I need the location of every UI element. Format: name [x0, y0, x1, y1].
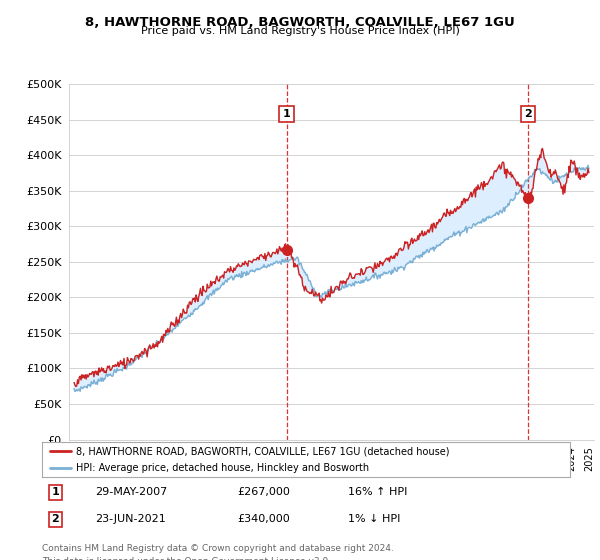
Text: HPI: Average price, detached house, Hinckley and Bosworth: HPI: Average price, detached house, Hinc…: [76, 464, 370, 473]
Text: 16% ↑ HPI: 16% ↑ HPI: [348, 487, 407, 497]
Text: 1: 1: [52, 487, 59, 497]
Text: 8, HAWTHORNE ROAD, BAGWORTH, COALVILLE, LE67 1GU: 8, HAWTHORNE ROAD, BAGWORTH, COALVILLE, …: [85, 16, 515, 29]
Text: 29-MAY-2007: 29-MAY-2007: [95, 487, 167, 497]
Text: £267,000: £267,000: [238, 487, 290, 497]
Text: 2: 2: [52, 515, 59, 524]
Text: Contains HM Land Registry data © Crown copyright and database right 2024.
This d: Contains HM Land Registry data © Crown c…: [42, 544, 394, 560]
Text: 8, HAWTHORNE ROAD, BAGWORTH, COALVILLE, LE67 1GU (detached house): 8, HAWTHORNE ROAD, BAGWORTH, COALVILLE, …: [76, 446, 450, 456]
Text: 23-JUN-2021: 23-JUN-2021: [95, 515, 166, 524]
Text: 2: 2: [524, 109, 532, 119]
Text: 1: 1: [283, 109, 290, 119]
Text: Price paid vs. HM Land Registry's House Price Index (HPI): Price paid vs. HM Land Registry's House …: [140, 26, 460, 36]
Text: £340,000: £340,000: [238, 515, 290, 524]
Text: 1% ↓ HPI: 1% ↓ HPI: [348, 515, 401, 524]
